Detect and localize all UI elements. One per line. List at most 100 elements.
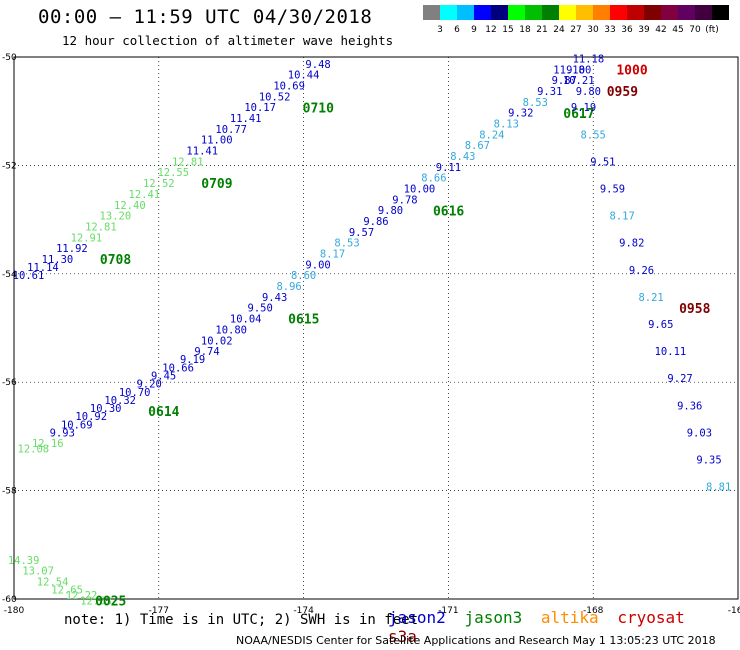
swh-value: 10.92 (75, 411, 107, 423)
legend-swatch (525, 5, 542, 20)
legend-swatch (644, 5, 661, 20)
track-time-label: 0614 (148, 405, 179, 420)
swh-value: 10.77 (215, 124, 247, 136)
track-time-label: 0025 (95, 595, 126, 610)
legend-label: 42 (655, 25, 666, 35)
lat-tick-label: -54 (2, 270, 17, 280)
track-time-label: 1000 (616, 63, 647, 78)
swh-value: 10.32 (104, 395, 136, 407)
legend-swatch (610, 5, 627, 20)
swh-value: 9.48 (305, 59, 330, 71)
swh-value: 11.92 (56, 243, 88, 255)
track-time-label: 0615 (288, 313, 319, 328)
lon-tick-label: -177 (149, 606, 169, 616)
swh-value: 10.44 (288, 70, 320, 82)
swh-value: 10.17 (244, 102, 276, 114)
swh-value: 9.50 (248, 303, 273, 315)
swh-value: 11.41 (230, 113, 262, 125)
swh-value: 8.67 (465, 140, 490, 152)
swh-value: 9.26 (629, 265, 654, 277)
swh-value: 8.55 (581, 129, 606, 141)
legend-label: 12 (485, 25, 496, 35)
swh-value: 11.41 (186, 146, 218, 158)
track-0616: 9.008.178.539.579.869.809.7810.008.669.1… (305, 140, 490, 271)
swh-value: 12.91 (71, 232, 103, 244)
legend-swatch (559, 5, 576, 20)
swh-value: 12.16 (32, 438, 64, 450)
legend-label: 36 (621, 25, 633, 35)
swh-value: 9.00 (305, 259, 330, 271)
swh-value: 9.35 (696, 455, 721, 467)
track-time-label: 0617 (563, 107, 594, 122)
legend-label: 9 (471, 25, 477, 35)
lon-tick-label: -168 (583, 606, 604, 616)
legend-label: 6 (454, 25, 460, 35)
swh-value: 11.18 (553, 64, 585, 76)
swh-value: 8.17 (320, 249, 345, 261)
swh-value: 12.22 (66, 590, 98, 602)
legend-label: 24 (553, 25, 565, 35)
legend-swatch (576, 5, 593, 20)
swh-value: 11.14 (27, 262, 59, 274)
swh-value: 10.80 (215, 324, 247, 336)
plot-frame (13, 56, 739, 600)
swh-value: 9.57 (349, 227, 374, 239)
swh-value: 10.70 (119, 387, 151, 399)
lat-tick-label: -60 (2, 595, 17, 605)
swh-value: 8.43 (450, 151, 475, 163)
swh-value: 9.19 (180, 354, 205, 366)
legend-swatch (712, 5, 729, 20)
footer-credit: NOAA/NESDIS Center for Satellite Applica… (236, 634, 716, 647)
swh-value: 11.30 (42, 254, 74, 266)
legend-label: 30 (587, 25, 599, 35)
swh-value: 10.69 (61, 419, 93, 431)
legend-swatch (678, 5, 695, 20)
lon-tick-label: -165 (728, 606, 740, 616)
legend-swatch (423, 5, 440, 20)
legend-label: 18 (519, 25, 531, 35)
swh-value: 11.18 (573, 53, 605, 65)
track-time-label: 0616 (433, 204, 464, 219)
swh-value: 12.08 (18, 444, 50, 456)
lat-tick-label: -58 (2, 487, 17, 497)
swh-value: 10.21 (563, 75, 595, 87)
legend-label: 15 (502, 25, 513, 35)
track-time-label: 0709 (201, 177, 232, 192)
swh-value: 10.00 (404, 184, 436, 196)
swh-value: 8.53 (523, 97, 548, 109)
track-time-label: 0959 (607, 85, 638, 100)
legend-swatch (491, 5, 508, 20)
swh-value: 9.31 (537, 86, 562, 98)
swh-value: 9.65 (648, 319, 673, 331)
swh-value: 10.11 (655, 346, 687, 358)
legend-label: 70 (689, 25, 701, 35)
legend-label: 39 (638, 25, 650, 35)
swh-value: 12.55 (157, 167, 189, 179)
swh-value: 12.03 (80, 595, 112, 607)
swh-value: 10.30 (90, 403, 122, 415)
swh-value: 9.36 (677, 400, 702, 412)
lon-tick-label: -180 (4, 606, 25, 616)
swh-value: 13.20 (100, 211, 132, 223)
swh-value: 9.93 (50, 427, 75, 439)
swh-value: 8.96 (276, 281, 301, 293)
legend-label: 21 (536, 25, 547, 35)
swh-value: 12.40 (114, 200, 146, 212)
swh-value: 8.13 (494, 118, 519, 130)
swh-value: 10.04 (230, 314, 262, 326)
swh-value: 12.52 (143, 178, 175, 190)
swh-value: 10.66 (162, 362, 194, 374)
track-1000: 11.18 1000 (573, 53, 648, 78)
page-subtitle: 12 hour collection of altimeter wave hei… (62, 33, 394, 48)
swh-value: 11.00 (201, 135, 233, 147)
swh-value: 9.51 (590, 156, 615, 168)
swh-value: 10.69 (273, 81, 305, 93)
legend-label: 45 (672, 25, 683, 35)
note-text: note: 1) Time is in UTC; 2) SWH is in fe… (64, 612, 419, 628)
